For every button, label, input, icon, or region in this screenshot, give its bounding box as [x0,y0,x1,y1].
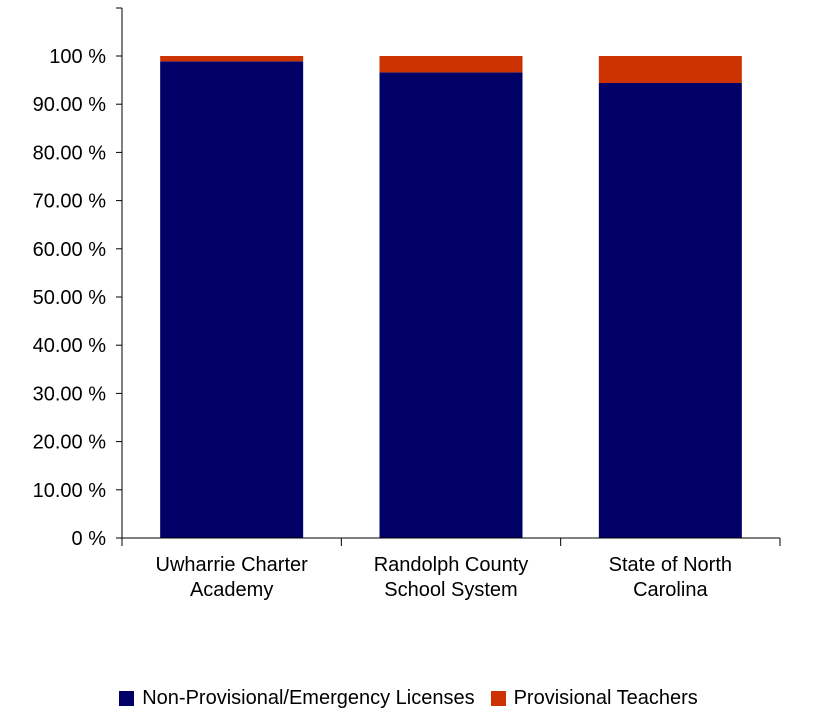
legend-label: Provisional Teachers [513,686,698,709]
stacked-bar-chart: 0 % 10.00 % 20.00 % 30.00 % 40.00 % 50.00 % 60… [33,7,781,601]
legend: Non-Provisional/Emergency Licenses Provis… [0,683,817,713]
y-tick-label: 70.00 % [33,191,107,213]
legend-label: Non-Provisional/Emergency Licenses [142,686,475,709]
y-tick-label: 0 % [72,528,107,550]
legend-swatch [119,690,135,706]
x-category-label-line: Carolina [633,579,708,601]
y-tick-label: 20.00 % [33,432,107,454]
legend-item: Non-Provisional/Emergency Licenses [119,686,475,710]
legend-swatch [490,690,506,706]
bar-segment-provisional [160,56,304,62]
y-tick-label: 10.00 % [33,480,107,502]
x-category-label: Uwharrie Charter Academy [156,554,309,601]
y-tick-label: 80.00 % [33,142,107,164]
y-tick-label: 60.00 % [33,239,107,261]
x-category-label-line: School System [384,579,517,601]
y-axis-ticks: 0 % 10.00 % 20.00 % 30.00 % 40.00 % 50.00 % 60… [33,7,122,550]
y-tick-label: 30.00 % [33,383,107,405]
bar-segment-non-provisional [379,72,523,538]
x-category-label-line: Uwharrie Charter [156,554,309,576]
bar-segment-provisional [379,56,523,73]
x-category-label-line: State of North [609,554,732,576]
legend-item: Provisional Teachers [490,686,698,710]
x-category-label: Randolph County School System [374,554,529,601]
bar-segment-non-provisional [160,61,304,538]
bar-segment-provisional [598,56,742,83]
bar-segment-non-provisional [598,82,742,538]
x-category-label-line: Academy [190,579,273,601]
x-category-label: State of North Carolina [609,554,732,601]
x-axis-ticks: Uwharrie Charter Academy Randolph County Sc… [121,538,781,601]
y-tick-label: 100 % [49,46,106,68]
y-tick-label: 40.00 % [33,335,107,357]
bars-group [160,56,742,538]
y-tick-label: 90.00 % [33,94,107,116]
x-category-label-line: Randolph County [374,554,529,576]
y-tick-label: 50.00 % [33,287,107,309]
